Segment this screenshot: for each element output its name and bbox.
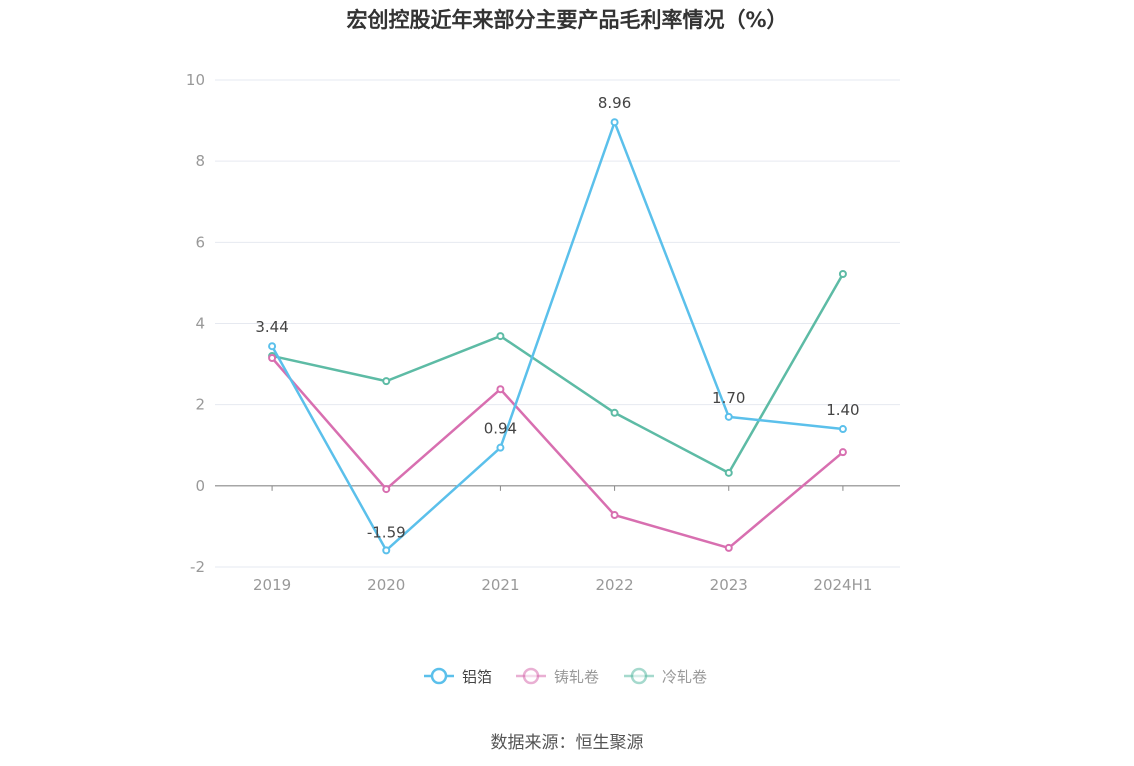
data-point[interactable] [724, 543, 733, 552]
y-tick-label: -2 [190, 558, 205, 576]
legend-marker [522, 667, 540, 685]
y-tick-label: 8 [195, 152, 205, 170]
data-label: 3.44 [255, 318, 288, 336]
data-point[interactable] [724, 412, 733, 421]
data-point[interactable] [610, 511, 619, 520]
x-tick-label: 2022 [595, 576, 633, 594]
series-line [270, 120, 844, 552]
data-point[interactable] [268, 342, 277, 351]
x-tick-label: 2021 [481, 576, 519, 594]
data-label: 1.70 [712, 389, 745, 407]
data-source: 数据来源：恒生聚源 [490, 733, 644, 753]
grid-lines [215, 79, 900, 568]
y-tick-label: 2 [195, 396, 205, 414]
series-lines [268, 118, 847, 555]
y-tick-label: 10 [186, 71, 205, 89]
data-point[interactable] [382, 485, 391, 494]
data-point[interactable] [382, 377, 391, 386]
data-label: -1.59 [367, 523, 406, 541]
data-point[interactable] [724, 468, 733, 477]
series-line [271, 357, 844, 550]
data-point[interactable] [382, 546, 391, 555]
data-point[interactable] [268, 353, 277, 362]
data-point[interactable] [496, 385, 505, 394]
data-label: 8.96 [598, 94, 631, 112]
legend-label: 冷轧卷 [662, 668, 707, 686]
legend-label: 铝箔 [462, 668, 492, 686]
legend-marker [630, 667, 648, 685]
data-label: 1.40 [826, 401, 859, 419]
y-tick-label: 6 [195, 233, 205, 251]
series-line [271, 273, 845, 475]
legend-item[interactable]: 冷轧卷 [624, 667, 707, 686]
x-tick-label: 2020 [367, 576, 405, 594]
y-tick-label: 4 [195, 315, 205, 333]
legend-item[interactable]: 铸轧卷 [516, 667, 599, 686]
data-point[interactable] [838, 425, 847, 434]
x-tick-label: 2024H1 [813, 576, 872, 594]
legend: 铝箔 铸轧卷 冷轧卷 [424, 667, 707, 686]
data-point[interactable] [838, 269, 847, 278]
x-tick-label: 2019 [253, 576, 291, 594]
data-point[interactable] [496, 443, 505, 452]
data-point[interactable] [838, 448, 847, 457]
legend-marker [430, 667, 448, 685]
legend-label: 铸轧卷 [554, 668, 599, 686]
data-label: 0.94 [484, 420, 517, 438]
x-tick-label: 2023 [710, 576, 748, 594]
axes: -2 0 2 4 6 8 10 2019 2020 2021 2022 2023 2024H1 [186, 71, 900, 594]
data-point[interactable] [610, 118, 619, 127]
chart-title: 宏创控股近年来部分主要产品毛利率情况（%） [346, 8, 788, 32]
y-tick-label: 0 [195, 477, 205, 495]
legend-item[interactable]: 铝箔 [424, 667, 492, 686]
data-point[interactable] [496, 332, 505, 341]
data-point[interactable] [610, 408, 619, 417]
data-labels: 3.44 -1.59 0.94 8.96 1.70 1.40 [255, 94, 859, 541]
